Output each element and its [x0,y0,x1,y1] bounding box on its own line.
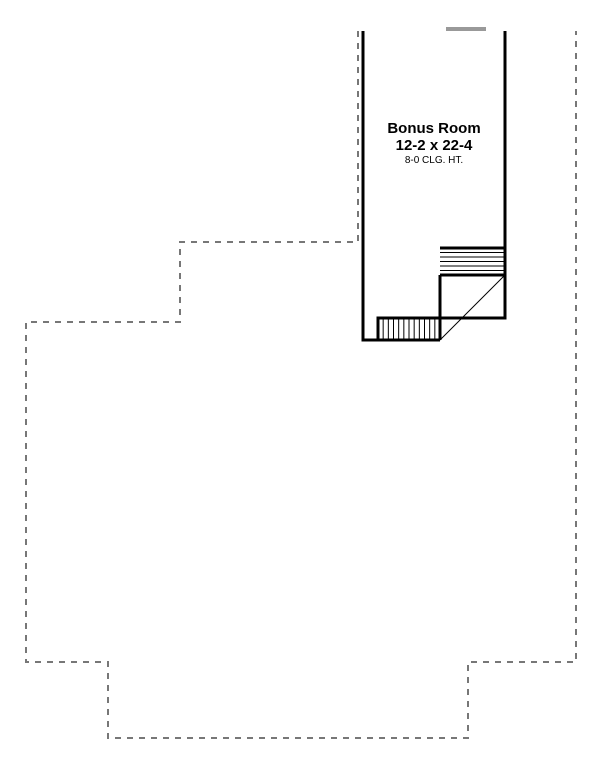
bonus-room-label: Bonus Room 12-2 x 22-4 8-0 CLG. HT. [374,120,494,166]
bonus-room-walls [363,31,505,340]
bonus-room-dimensions: 12-2 x 22-4 [374,137,494,154]
stair-diagonal [440,275,505,340]
bonus-room-title: Bonus Room [374,120,494,137]
floor-plan-svg [0,0,600,771]
floor-plan: Bonus Room 12-2 x 22-4 8-0 CLG. HT. [0,0,600,771]
bonus-room-ceiling-note: 8-0 CLG. HT. [374,155,494,167]
